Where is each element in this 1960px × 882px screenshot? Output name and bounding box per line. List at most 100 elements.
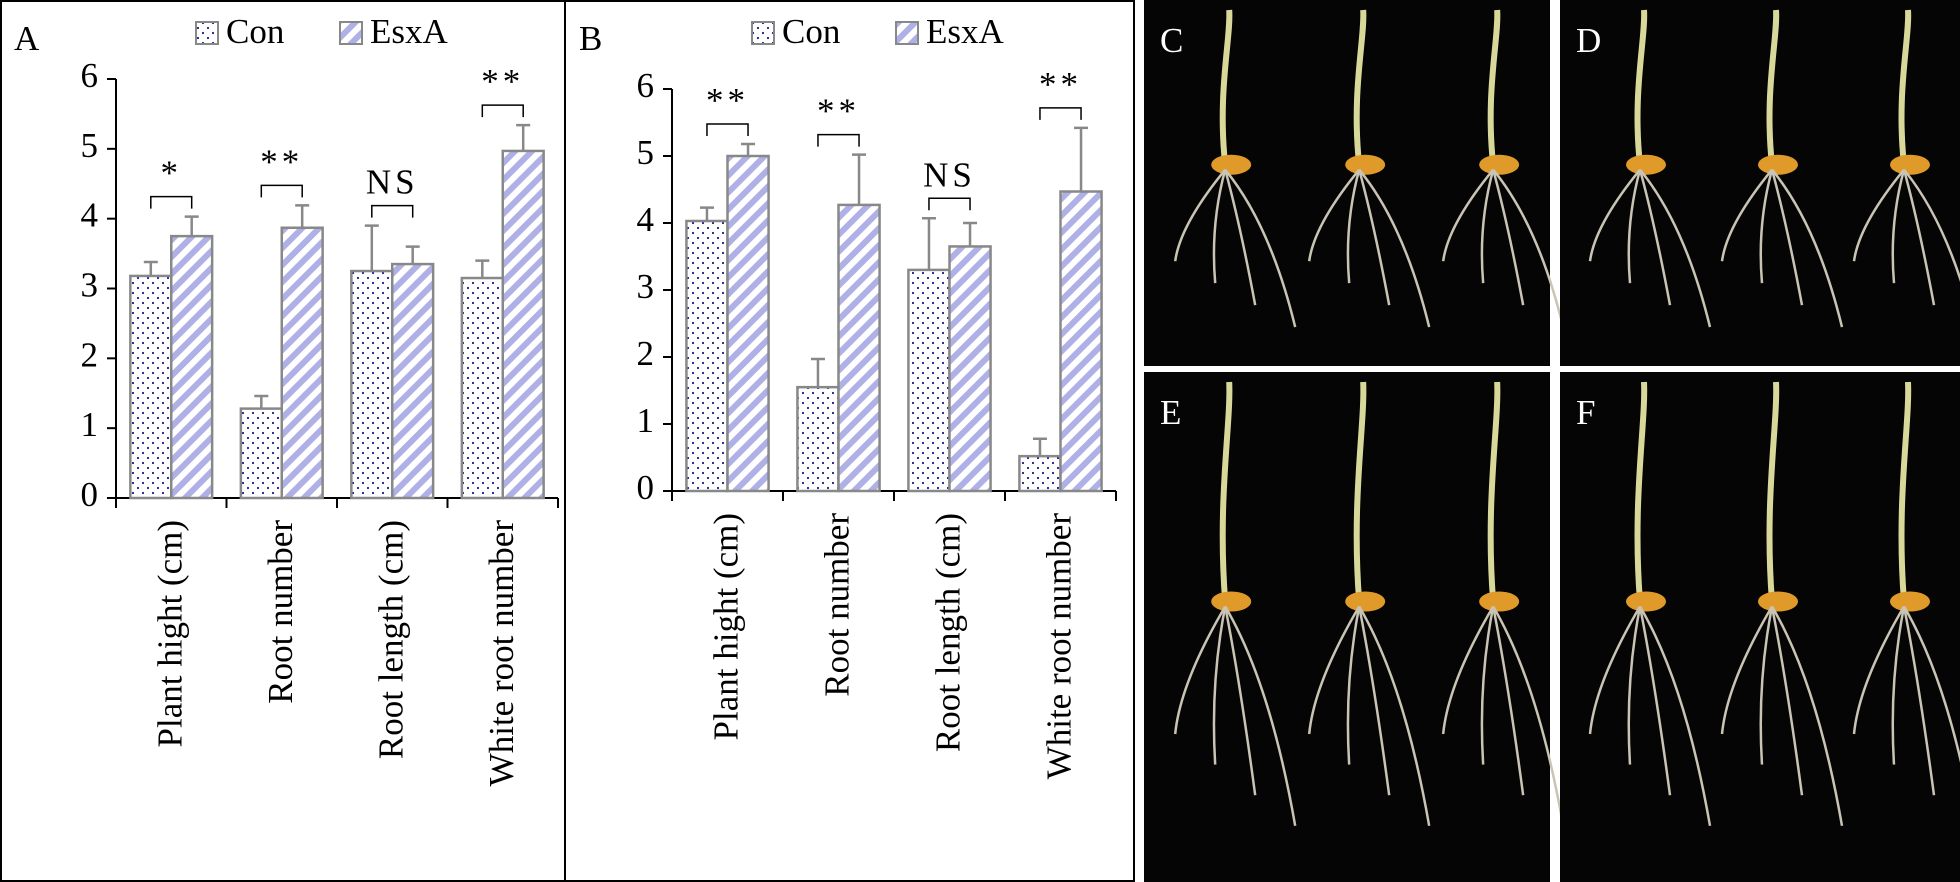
x-tick-label: White root number (482, 520, 521, 787)
seed (1626, 154, 1666, 175)
x-tick-label: White root number (1040, 513, 1079, 780)
seedling-root (1491, 606, 1525, 796)
panel-label: E (1160, 393, 1181, 432)
y-tick-label: 2 (637, 334, 655, 373)
seedling-root (1358, 168, 1431, 328)
y-tick-label: 1 (637, 401, 655, 440)
seedling-root (1346, 606, 1361, 765)
significance-label: NS (923, 155, 976, 194)
panel-label: F (1576, 393, 1595, 432)
y-tick-label: 4 (637, 200, 655, 239)
x-tick-label: Root number (261, 520, 300, 704)
error-bar (963, 221, 978, 247)
seedling-shoot (1487, 9, 1501, 166)
seedling-root (1173, 605, 1227, 735)
seed (1345, 154, 1386, 175)
seedling-root (1759, 169, 1774, 284)
legend-label: EsxA (370, 12, 449, 51)
seedling-root (1307, 168, 1361, 262)
error-bar (516, 123, 531, 151)
y-tick-label: 3 (81, 266, 99, 305)
error-bar (475, 259, 490, 279)
seedling-root (1770, 605, 1844, 827)
seedling-root (1492, 168, 1565, 328)
seed (1211, 154, 1252, 175)
y-tick-label: 2 (81, 335, 99, 374)
bar (170, 234, 214, 500)
panel-label: B (579, 19, 602, 58)
error-bar (1074, 126, 1089, 192)
seedling-shoot (1634, 9, 1648, 166)
significance-bracket (150, 195, 193, 209)
bar (501, 149, 545, 500)
error-bar (254, 394, 269, 409)
seed (1345, 591, 1386, 612)
bar (129, 274, 173, 500)
error-bar (1032, 437, 1047, 457)
seedling-root (1720, 168, 1773, 262)
seedling-root (1903, 168, 1960, 283)
seedling-root (1771, 168, 1844, 328)
y-tick-label: 3 (637, 267, 655, 306)
legend-label: Con (782, 12, 840, 51)
bar (948, 245, 992, 493)
error-bar (921, 217, 936, 270)
panel-label: C (1160, 21, 1183, 60)
seed (1890, 154, 1930, 175)
seed (1626, 591, 1666, 612)
x-tick-label: Root length (cm) (371, 520, 410, 759)
seedling-root (1627, 606, 1642, 765)
seedling-root (1588, 605, 1642, 735)
significance-label: ** (1039, 65, 1082, 104)
seedling-root (1759, 606, 1774, 765)
significance-label: ** (817, 92, 860, 131)
seedling-shoot (1487, 381, 1501, 602)
significance-bracket (817, 133, 860, 147)
y-tick-label: 6 (81, 56, 99, 95)
seedling-shoot (1898, 381, 1912, 602)
seedling-root (1223, 169, 1257, 306)
seedling-root (1480, 169, 1495, 284)
seed (1758, 591, 1798, 612)
seedling-root (1852, 605, 1906, 735)
legend-swatch (751, 21, 775, 45)
significance-label: ** (706, 81, 749, 120)
bar (280, 226, 324, 500)
bar (350, 269, 394, 500)
bar (239, 407, 284, 500)
seedling-shoot (1353, 9, 1367, 166)
seedling-root (1212, 169, 1227, 284)
seed (1479, 591, 1520, 612)
x-tick-label: Root number (818, 513, 857, 697)
panel-label: A (14, 19, 40, 58)
seedling-root (1441, 605, 1495, 735)
error-bar (364, 224, 379, 272)
bar (837, 203, 881, 493)
seedling-root (1638, 169, 1672, 306)
seedling-shoot (1219, 9, 1233, 166)
y-tick-label: 5 (637, 133, 655, 172)
y-tick-label: 6 (637, 66, 655, 105)
seedling-root (1212, 606, 1227, 765)
seed (1758, 154, 1798, 175)
seedling-root (1638, 605, 1712, 827)
seedling-root (1223, 606, 1257, 796)
panel-frame (564, 0, 1135, 882)
significance-bracket (928, 197, 971, 211)
seed (1479, 154, 1520, 175)
y-tick-label: 4 (81, 196, 99, 235)
bar (1059, 190, 1103, 493)
significance-label: * (161, 154, 183, 193)
bar (726, 154, 770, 493)
seedling-root (1224, 605, 1297, 827)
x-tick-label: Root length (cm) (929, 513, 968, 752)
legend-label: EsxA (926, 12, 1005, 51)
x-tick-label: Plant hight (cm) (707, 513, 746, 740)
error-bar (699, 206, 714, 221)
seedling-shoot (1766, 381, 1780, 602)
seedling-root (1902, 169, 1936, 306)
significance-bracket (1039, 107, 1082, 120)
seedling-shoot (1353, 381, 1367, 602)
seedling-root (1173, 168, 1227, 262)
